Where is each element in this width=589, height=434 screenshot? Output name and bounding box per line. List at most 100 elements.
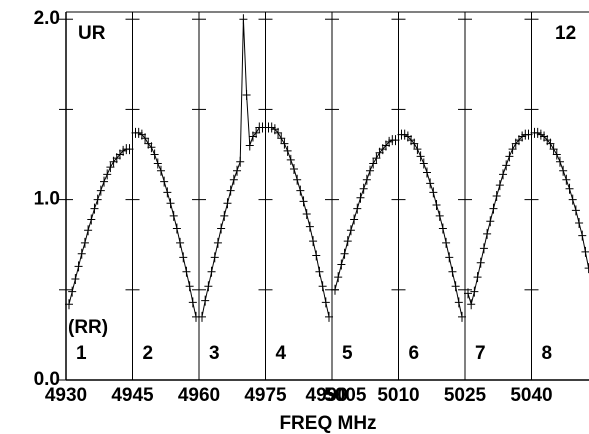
- marker: [119, 145, 128, 156]
- x-tick-label: 4930: [45, 385, 87, 406]
- marker: [536, 129, 545, 140]
- marker: [207, 266, 216, 277]
- marker: [400, 129, 409, 140]
- marker: [204, 281, 213, 292]
- marker: [289, 163, 298, 174]
- marker: [309, 236, 318, 247]
- marker: [296, 185, 305, 196]
- marker: [470, 286, 479, 297]
- marker: [68, 286, 77, 297]
- marker: [93, 194, 102, 205]
- marker: [479, 243, 488, 254]
- marker: [559, 165, 568, 176]
- marker: [448, 266, 457, 277]
- series-line: [268, 127, 330, 318]
- marker: [340, 248, 349, 259]
- marker: [245, 140, 254, 151]
- marker: [166, 198, 175, 209]
- marker: [555, 156, 564, 167]
- panel-label: 6: [409, 343, 420, 364]
- marker: [325, 311, 333, 322]
- marker: [565, 183, 574, 194]
- marker: [445, 252, 454, 263]
- panel-label: 1: [76, 343, 87, 364]
- marker: [90, 203, 99, 214]
- marker: [106, 162, 115, 173]
- marker: [299, 196, 308, 207]
- marker: [362, 174, 371, 185]
- marker: [584, 263, 589, 274]
- marker: [581, 246, 589, 257]
- marker: [353, 203, 362, 214]
- marker: [220, 210, 229, 221]
- series-line: [467, 134, 529, 307]
- marker: [96, 185, 105, 196]
- marker: [486, 216, 495, 227]
- x-tick-label: 5010: [377, 385, 419, 406]
- marker: [318, 281, 327, 292]
- marker: [100, 176, 109, 187]
- marker: [438, 223, 447, 234]
- marker: [458, 311, 466, 322]
- marker: [505, 151, 514, 162]
- marker: [432, 200, 441, 211]
- marker: [252, 127, 261, 138]
- x-axis-title: FREQ MHz: [279, 413, 376, 434]
- marker: [492, 191, 501, 201]
- marker: [476, 257, 485, 268]
- marker: [391, 135, 400, 146]
- marker: [169, 210, 178, 221]
- marker: [302, 209, 311, 220]
- marker: [274, 127, 283, 138]
- marker: [147, 142, 156, 153]
- y-tick-label: 0.0: [34, 369, 60, 390]
- marker: [366, 165, 375, 176]
- marker: [134, 127, 143, 138]
- marker: [533, 127, 542, 138]
- marker: [372, 153, 381, 164]
- marker: [483, 228, 492, 239]
- marker: [343, 236, 352, 247]
- marker: [419, 158, 428, 169]
- marker: [369, 158, 378, 169]
- corner-label: UR: [78, 23, 106, 44]
- marker: [226, 185, 235, 196]
- marker: [571, 205, 580, 216]
- marker: [331, 284, 339, 295]
- marker: [337, 259, 346, 270]
- x-tick-label: 5025: [444, 385, 487, 406]
- marker: [356, 192, 365, 203]
- marker: [179, 252, 188, 263]
- x-tick-label: 4990: [306, 385, 348, 406]
- marker: [233, 165, 242, 176]
- x-tick-label: 5040: [510, 385, 552, 406]
- y-tick-label: 1.0: [34, 189, 60, 210]
- marker: [305, 221, 314, 232]
- marker: [422, 167, 431, 178]
- marker: [464, 288, 472, 299]
- marker: [552, 149, 561, 160]
- x-tick-label: 4960: [178, 385, 220, 406]
- series-line: [401, 134, 463, 318]
- panel-label: 3: [209, 343, 220, 364]
- marker: [84, 225, 93, 236]
- marker: [172, 223, 181, 234]
- marker: [435, 210, 444, 221]
- marker: [413, 144, 422, 155]
- marker: [103, 169, 112, 180]
- marker: [454, 297, 463, 308]
- marker: [508, 144, 517, 155]
- marker: [242, 89, 251, 100]
- marker: [198, 311, 206, 322]
- series-line: [135, 132, 197, 318]
- panel-label: 4: [276, 343, 287, 364]
- marker: [201, 295, 210, 306]
- marker: [153, 158, 162, 169]
- polarization-label: (RR): [68, 317, 108, 338]
- marker: [141, 133, 150, 144]
- panel-label: 5: [342, 343, 353, 364]
- marker: [524, 129, 533, 140]
- marker: [286, 154, 295, 165]
- marker: [473, 272, 482, 283]
- marker: [489, 203, 498, 214]
